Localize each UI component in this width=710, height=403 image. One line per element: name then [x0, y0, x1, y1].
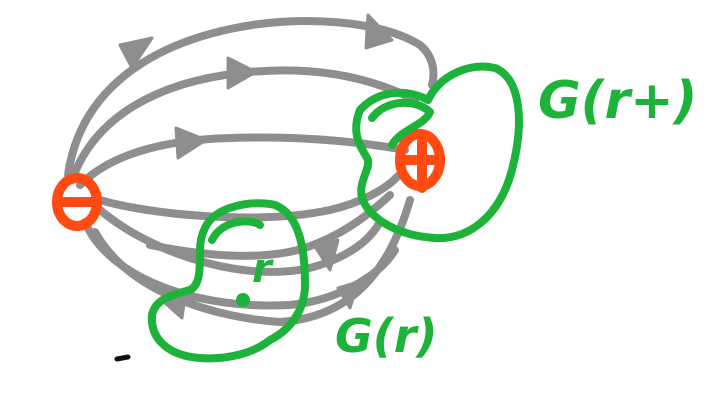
positive-charge [395, 129, 445, 193]
field-line-middle [96, 172, 402, 222]
arrow-icon [174, 126, 208, 160]
arrow-icon [364, 13, 394, 50]
field-line-bottom-outer [91, 196, 414, 326]
region-near-positive-inner [368, 98, 434, 149]
arrow-icon [314, 238, 340, 272]
arrow-icon [336, 280, 360, 310]
negative-charge [52, 173, 102, 231]
field-line-top-middle [68, 66, 419, 184]
arrow-icon [163, 294, 187, 320]
point-r-label: r [252, 246, 274, 292]
region-near-positive [352, 62, 523, 243]
field-arrowheads [118, 13, 394, 320]
regions [147, 62, 523, 363]
field-line-top-outer [64, 17, 438, 179]
arrow-icon [118, 36, 154, 70]
region-near-point-inner [208, 217, 264, 244]
arrow-icon [226, 56, 258, 90]
field-lines [64, 17, 438, 326]
region-near-point [147, 199, 309, 363]
point-r-dot [236, 293, 250, 307]
region-label-near-point: G(r) [335, 309, 438, 363]
stray-mark [114, 354, 131, 362]
field-line-top-inner [76, 133, 409, 189]
region-label-near-positive: G(r+) [538, 71, 697, 131]
